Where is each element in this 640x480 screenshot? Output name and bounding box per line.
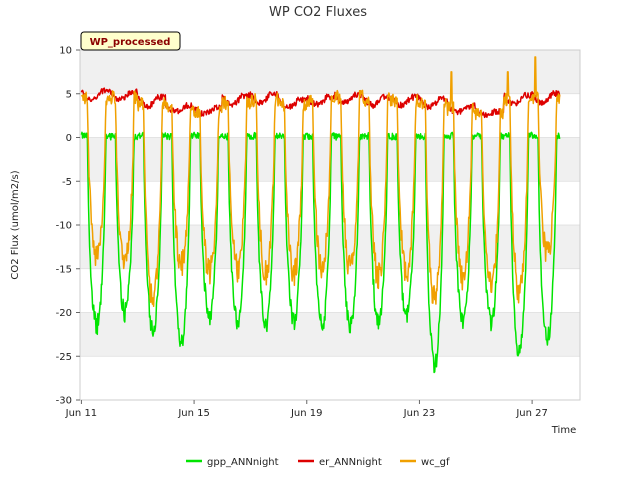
x-tick-label: Jun 27 [515, 408, 548, 419]
legend-label-wc: wc_gf [421, 457, 450, 468]
y-tick-label: -30 [56, 396, 72, 407]
x-tick-label: Jun 19 [290, 408, 323, 419]
y-tick-label: -15 [56, 264, 72, 275]
series-line-wc [80, 56, 561, 308]
plot-band [80, 312, 580, 357]
y-axis-title: CO2 Flux (umol/m2/s) [10, 170, 21, 279]
y-tick-label: -5 [62, 177, 72, 188]
chart-title: WP CO2 Fluxes [269, 5, 367, 20]
y-tick-label: 10 [59, 46, 72, 57]
y-tick-label: -20 [56, 308, 72, 319]
processed-badge: WP_processed [80, 31, 181, 51]
y-tick-label: 5 [66, 89, 72, 100]
series-line-gpp [80, 131, 561, 374]
legend-label-gpp: gpp_ANNnight [207, 457, 279, 468]
x-axis-title: Time [551, 425, 576, 436]
series-layer [80, 56, 561, 374]
y-tick-label: -25 [56, 352, 72, 363]
y-tick-label: 0 [66, 133, 72, 144]
x-tick-label: Jun 11 [65, 408, 98, 419]
x-tick-label: Jun 23 [403, 408, 436, 419]
y-axis-ticks: 10 5 0 -5 -10 -15 -20 -25 -30 [56, 46, 80, 407]
legend-label-er: er_ANNnight [319, 457, 382, 468]
processed-badge-box [80, 31, 181, 51]
legend: gpp_ANNnight er_ANNnight wc_gf [186, 457, 450, 468]
x-axis-ticks: Jun 11 Jun 15 Jun 19 Jun 23 Jun 27 [65, 400, 548, 419]
y-tick-label: -10 [56, 221, 72, 232]
processed-badge-label: WP_processed [90, 37, 171, 48]
x-tick-label: Jun 15 [177, 408, 210, 419]
plot-band [80, 50, 580, 94]
